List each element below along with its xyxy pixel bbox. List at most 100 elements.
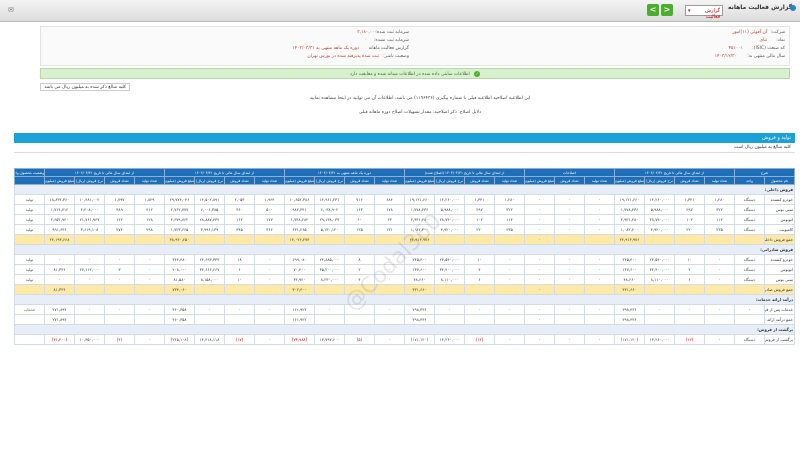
table-cell: ۰ xyxy=(524,234,555,245)
table-cell: ۰ xyxy=(194,304,225,315)
table-cell xyxy=(74,234,105,245)
table-cell: ۲۴۵,۴۰۰ xyxy=(614,254,645,265)
table-cell: ۲۳۵ xyxy=(494,224,525,235)
table-cell: ۱۴,۴۱۸,۱۱۸ xyxy=(194,334,225,345)
table-cell: ۰ xyxy=(584,194,615,205)
table-cell: ۰ xyxy=(524,334,555,345)
table-cell: ۲۴,۵۴۰,۰۰۰ xyxy=(644,254,675,265)
isic-value: ۴۵۱۰۰۱ xyxy=(728,46,743,51)
table-cell: ۱۴,۲۶۰,۰۰۰ xyxy=(434,334,465,345)
previous-button[interactable]: < xyxy=(647,4,659,16)
table-cell: ۶ xyxy=(464,274,495,285)
table-cell: ۴,۹۲۰,۰۰۰ xyxy=(644,224,675,235)
table-cell: ۱,۹۶۴ xyxy=(254,194,285,205)
table-cell: ۳۵,۲۰۰,۰۰۰ xyxy=(314,264,345,275)
table-cell: تولید xyxy=(14,274,45,285)
table-cell: (۴) xyxy=(104,334,135,345)
table-cell xyxy=(134,284,165,295)
table-cell: ۰ xyxy=(374,274,405,285)
table-cell: ۰ xyxy=(104,304,135,315)
table-cell: ۲,۶۵۲,۹۶۰ xyxy=(44,214,75,225)
table-column-header: تعداد فروش xyxy=(464,176,495,185)
table-cell xyxy=(314,284,345,295)
next-button[interactable]: > xyxy=(661,4,673,16)
table-cell: ۱۸ xyxy=(224,254,255,265)
correction-note[interactable]: این اطلاعیه اصلاحیه اطلاعیه قبلی با شمار… xyxy=(309,96,531,101)
table-cell: ۳۶۶ xyxy=(254,224,285,235)
table-cell: ۰ xyxy=(584,224,615,235)
table-cell xyxy=(344,314,375,325)
table-cell: ۱,۷۷۸,۴۳۶ xyxy=(614,204,645,215)
report-type-select[interactable]: گزارش فعالیت ▾ xyxy=(685,5,723,20)
table-column-header: نرخ فروش (ریال) xyxy=(434,176,465,185)
table-group-row: فروش صادراتی: xyxy=(14,244,795,255)
page-title: گزارش فعالیت ماهانه xyxy=(728,4,793,11)
company-value[interactable]: آن آفوئی (۱۱)امور xyxy=(732,30,767,35)
table-cell: ۱۴,۷۹۷,۶۰۰ xyxy=(314,334,345,345)
table-cell: ۱,۷۱۴,۷۱۲ xyxy=(44,204,75,215)
table-cell: ۰ xyxy=(524,314,555,325)
table-cell: دستگاه xyxy=(734,194,765,205)
table-cell: ۰ xyxy=(524,194,555,205)
symbol-value[interactable]: ثنای xyxy=(759,38,767,43)
chevron-down-icon: ▾ xyxy=(688,8,691,14)
table-cell: ۲,۰۵۳ xyxy=(224,194,255,205)
table-cell xyxy=(734,314,765,325)
table-cell: ۴۳۱,۶۶۰ xyxy=(404,284,435,295)
table-cell: ۴۴۴,۴۸۰ xyxy=(164,254,195,265)
table-cell: ۸۱,۳۳۶ xyxy=(44,284,75,295)
capital-value: ۳,۱۸۰,۰۰۰ xyxy=(357,30,377,35)
table-group-label: درآمد ارائه خدمات: xyxy=(14,294,795,305)
table-cell: ۲,۹۳۱,۴۸۰ xyxy=(614,214,645,225)
table-cell: (۴۱,۴۰۰) xyxy=(44,334,75,345)
table-cell: ۱۷۸ xyxy=(374,204,405,215)
table-column-header: نرخ فروش (ریال) xyxy=(194,176,225,185)
table-cell: ۲۷۱,۸۹۴ xyxy=(44,304,75,315)
table-cell: ۵,۹۸۸,۰۰۰ xyxy=(434,204,465,215)
table-row-label: جمع فروش صادراتی xyxy=(764,284,795,295)
correction-reason: دلایل اصلاح: ذکر اصلاحیه: مقدار تسهیلات … xyxy=(358,110,482,115)
table-row-label: خودرو کشنده xyxy=(764,194,795,205)
table-cell: ۰ xyxy=(254,274,285,285)
table-row: مینی بوس دستگاه ۳۲۲ ۲۹۷ ۵,۹۸۸,۰۰۰ ۱,۷۷۸,۴۳۶ ۰ ۰… xyxy=(14,204,795,215)
table-cell: ۱,۸۲۹ xyxy=(134,194,165,205)
table-cell: ۰ xyxy=(104,274,135,285)
table-cell xyxy=(14,334,45,345)
table-column-header: تعداد تولید xyxy=(584,176,615,185)
table-cell: ۱۰۲ xyxy=(464,214,495,225)
table-row-label: مینی بوس xyxy=(764,204,795,215)
table-cell: ۲۱,۷۶۱,۹۶۷ xyxy=(74,214,105,225)
table-cell: ۰ xyxy=(554,334,585,345)
table-cell: ۲۴۵,۴۰۰ xyxy=(404,254,435,265)
table-cell: ۱۲۸ xyxy=(134,214,165,225)
table-cell: ۰ xyxy=(584,254,615,265)
table-cell: ۴,۶۷۹,۷۶۲ xyxy=(164,214,195,225)
table-cell: ۰ xyxy=(524,264,555,275)
table-row-label: اتوبوس xyxy=(764,264,795,275)
table-group-row: برگشت از فروش: xyxy=(14,324,795,335)
table-cell: ۱۰ xyxy=(674,254,705,265)
table-cell: ۲۹۸,۴۳۶ xyxy=(614,304,645,315)
table-cell: ۱۶۳ xyxy=(344,204,375,215)
table-cell: ۲۹,۷۷۴,۰۴۶ xyxy=(164,194,195,205)
table-group-label: فروش صادراتی: xyxy=(14,244,795,255)
table-row-label: خودرو کشنده xyxy=(764,254,795,265)
table-cell: ۰ xyxy=(584,304,615,315)
table-cell xyxy=(14,234,45,245)
table-cell xyxy=(314,314,345,325)
table-cell: ۶۰ xyxy=(344,214,375,225)
table-cell: ۸,۱۵۸,۰۰۰ xyxy=(194,274,225,285)
table-group-header: از ابتدای سال مالی تا تاریخ ۱۴۰۳/۰۳/۳۱ xyxy=(164,168,285,177)
table-cell: ۰ xyxy=(254,334,285,345)
table-cell: ۰ xyxy=(134,334,165,345)
table-cell xyxy=(194,314,225,325)
table-cell: ۰ xyxy=(584,334,615,345)
table-cell: ۰ xyxy=(704,254,735,265)
table-cell: ۱۰ xyxy=(464,254,495,265)
table-cell: ۱۷۷ xyxy=(254,214,285,225)
table-cell: خدمات xyxy=(14,304,45,315)
table-cell xyxy=(704,284,735,295)
table-row-label: مینی بوس xyxy=(764,274,795,285)
table-cell: ۱,۷۲۳,۶۶۵ xyxy=(164,224,195,235)
mail-icon[interactable]: ✉ xyxy=(8,6,14,14)
